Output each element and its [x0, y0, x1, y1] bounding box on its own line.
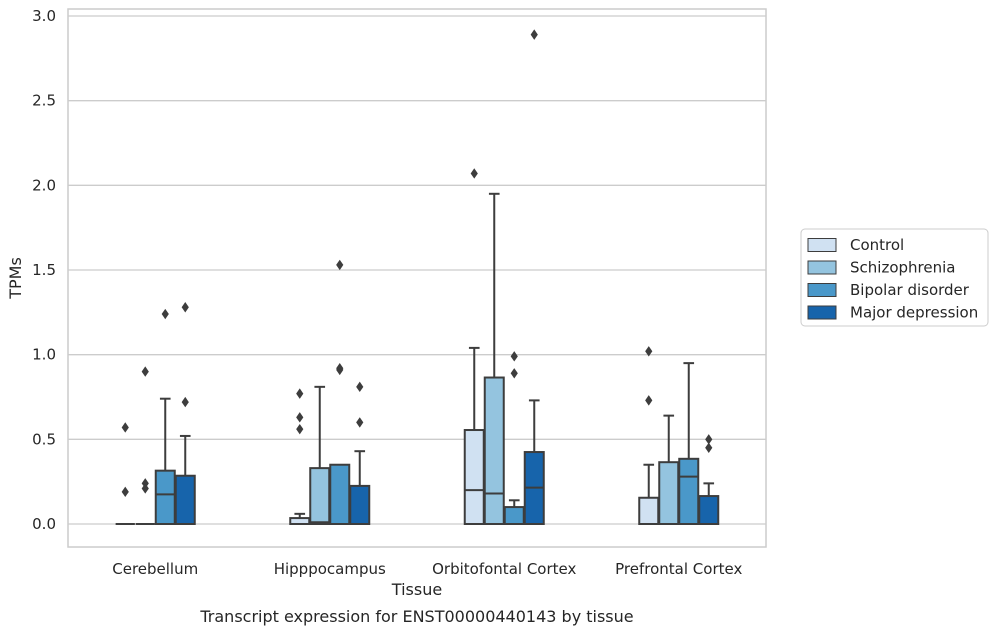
box-major-depression	[523, 29, 545, 525]
box-major-depression	[698, 434, 720, 525]
outlier-marker	[121, 422, 129, 433]
y-tick-label: 3.0	[32, 7, 56, 25]
legend-label: Schizophrenia	[850, 259, 955, 277]
iqr-box	[154, 469, 176, 526]
legend-frame	[800, 228, 989, 327]
iqr-box	[329, 463, 351, 526]
outlier-marker	[336, 259, 344, 271]
box-bipolar-disorder	[329, 259, 351, 526]
outlier-marker	[356, 381, 364, 393]
outlier-marker	[705, 434, 713, 445]
box-major-depression	[349, 381, 371, 525]
outlier-marker	[161, 308, 169, 320]
legend-label: Major depression	[850, 304, 978, 322]
outlier-marker	[181, 302, 189, 313]
outlier-marker	[296, 412, 304, 423]
y-tick-label: 1.0	[32, 346, 56, 364]
legend: Control Schizophrenia Bipolar disorder Majo…	[800, 228, 989, 327]
box-schizophrenia	[309, 385, 331, 525]
legend-label: Bipolar disorder	[850, 281, 970, 299]
x-tick-label: Cerebellum	[112, 560, 198, 578]
box-control	[289, 388, 311, 525]
outlier-marker	[530, 29, 538, 40]
outlier-marker	[645, 395, 653, 406]
outlier-marker	[181, 396, 189, 408]
y-tick-label: 2.5	[32, 92, 56, 110]
y-axis-title: TPMs	[6, 257, 25, 300]
legend-entries: Control Schizophrenia Bipolar disorder Majo…	[807, 236, 978, 322]
outlier-marker	[356, 417, 364, 428]
iqr-box	[503, 506, 525, 526]
iqr-box	[678, 457, 700, 526]
y-tick-label: 0.5	[32, 430, 56, 448]
iqr-box	[638, 496, 660, 525]
outlier-marker	[470, 168, 478, 179]
outlier-marker	[296, 423, 304, 435]
box-bipolar-disorder	[154, 308, 176, 526]
outlier-marker	[141, 366, 149, 377]
iqr-box	[658, 461, 680, 525]
legend-swatch	[807, 283, 837, 297]
box-control	[463, 168, 485, 525]
iqr-box	[309, 467, 331, 525]
iqr-box	[174, 474, 196, 525]
legend-swatch	[807, 238, 837, 252]
box-major-depression	[174, 302, 196, 525]
outlier-marker	[705, 442, 713, 453]
box-control	[638, 346, 660, 525]
box-schizophrenia	[135, 366, 155, 525]
x-tick-label: Prefrontal Cortex	[615, 560, 742, 578]
outlier-marker	[510, 368, 518, 379]
iqr-box	[463, 429, 485, 525]
outlier-marker	[141, 483, 149, 494]
x-tick-label: Orbitofontal Cortex	[432, 560, 576, 578]
y-tick-label: 0.0	[32, 515, 56, 533]
box-control	[115, 422, 135, 525]
iqr-box	[483, 376, 505, 525]
y-tick-label: 1.5	[32, 261, 56, 279]
x-axis-title: Tissue	[391, 580, 442, 599]
chart-caption: Transcript expression for ENST0000044014…	[199, 607, 633, 626]
series-major-depression	[174, 29, 720, 525]
series-schizophrenia	[135, 192, 680, 525]
legend-swatch	[807, 305, 837, 320]
box-bipolar-disorder	[503, 351, 525, 526]
iqr-box	[349, 484, 371, 525]
iqr-box	[698, 495, 720, 525]
outlier-marker	[296, 388, 304, 399]
y-tick-label: 2.0	[32, 176, 56, 194]
series-bipolar-disorder	[154, 259, 700, 526]
box-bipolar-disorder	[678, 362, 700, 526]
series-control	[115, 168, 660, 525]
legend-swatch	[807, 260, 837, 275]
outlier-marker	[336, 364, 344, 376]
x-tick-label: Hipppocampus	[274, 560, 386, 578]
box-series	[115, 29, 720, 526]
outlier-marker	[645, 346, 653, 357]
plot-frame	[67, 8, 767, 548]
y-tick-labels: 0.0 0.5 1.0 1.5 2.0 2.5 3.0	[32, 7, 56, 533]
outlier-marker	[121, 486, 129, 498]
outlier-marker	[510, 351, 518, 362]
legend-label: Control	[850, 236, 904, 254]
box-schizophrenia	[483, 192, 505, 525]
x-tick-labels: Cerebellum Hipppocampus Orbitofontal Corte…	[112, 560, 742, 578]
